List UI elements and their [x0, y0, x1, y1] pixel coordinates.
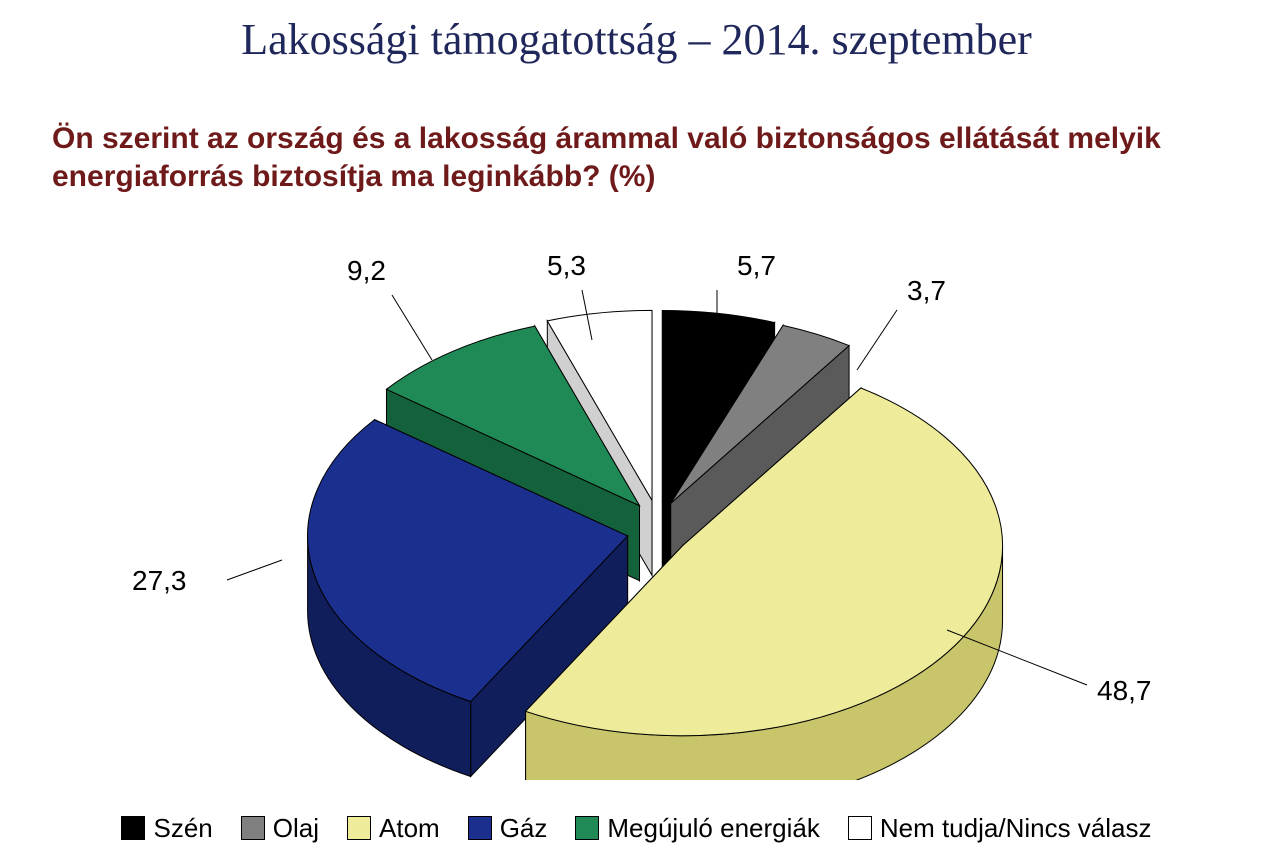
legend-label: Nem tudja/Nincs válasz [880, 813, 1152, 844]
slice-value-label: 3,7 [907, 275, 946, 306]
pie-chart-svg: 5,7 3,7 48,7 27,3 9,2 5,3 [37, 220, 1237, 780]
leader-line [227, 560, 282, 580]
legend-label: Olaj [273, 813, 319, 844]
chart-title: Lakossági támogatottság – 2014. szeptemb… [0, 14, 1273, 65]
legend-label: Szén [153, 813, 212, 844]
legend-swatch [241, 816, 265, 840]
slice-value-label: 5,7 [737, 250, 776, 281]
slice-value-label: 5,3 [547, 250, 586, 281]
legend-item: Nem tudja/Nincs válasz [848, 813, 1152, 844]
legend-label: Megújuló energiák [607, 813, 819, 844]
legend-label: Atom [379, 813, 440, 844]
legend-swatch [575, 816, 599, 840]
page: Lakossági támogatottság – 2014. szeptemb… [0, 0, 1273, 867]
legend-item: Megújuló energiák [575, 813, 819, 844]
legend-item: Gáz [468, 813, 548, 844]
chart-question: Ön szerint az ország és a lakosság áramm… [52, 120, 1222, 197]
slice-value-label: 9,2 [347, 255, 386, 286]
legend-item: Atom [347, 813, 440, 844]
leader-line [392, 295, 432, 360]
legend-item: Szén [121, 813, 212, 844]
legend-label: Gáz [500, 813, 548, 844]
leader-line [857, 310, 897, 370]
slice-value-label: 48,7 [1097, 675, 1152, 706]
legend-swatch [347, 816, 371, 840]
legend-swatch [468, 816, 492, 840]
legend-swatch [121, 816, 145, 840]
legend-item: Olaj [241, 813, 319, 844]
legend: Szén Olaj Atom Gáz Megújuló energiák Nem tudj… [0, 813, 1273, 848]
pie-chart: 5,7 3,7 48,7 27,3 9,2 5,3 [0, 220, 1273, 780]
slice-value-label: 27,3 [132, 565, 187, 596]
legend-swatch [848, 816, 872, 840]
